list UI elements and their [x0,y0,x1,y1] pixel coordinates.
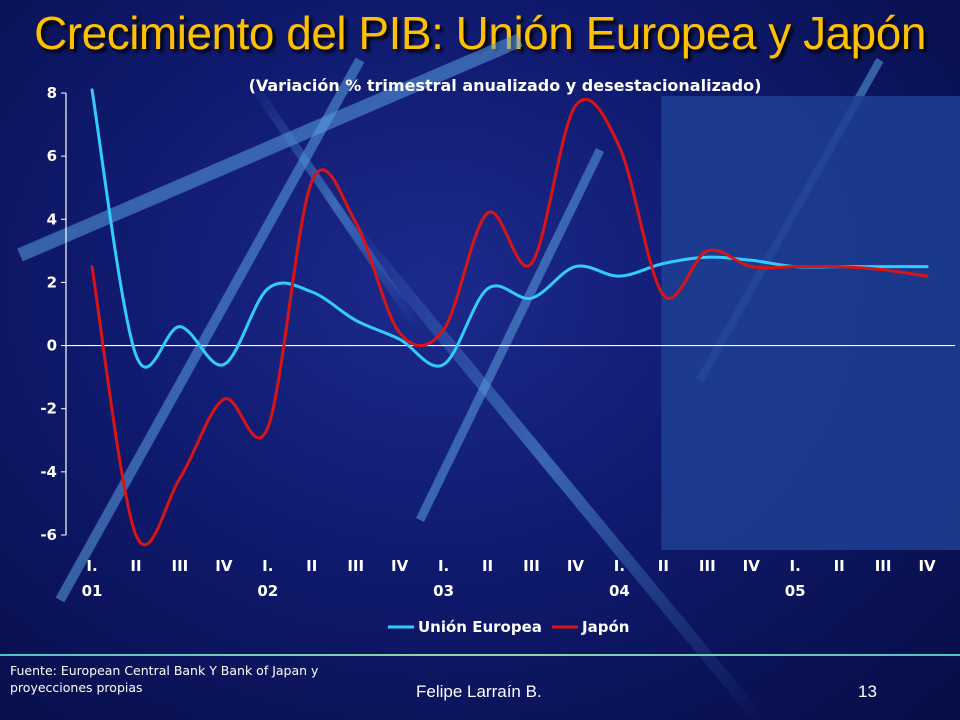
y-tick-label: 2 [47,273,57,291]
x-tick-label: IV [743,557,761,575]
x-tick-label: III [347,557,364,575]
x-tick-label: IV [918,557,936,575]
x-year-label: 02 [257,582,278,600]
x-tick-label: IV [567,557,585,575]
japon-line [90,97,929,547]
x-year-label: 05 [785,582,806,600]
x-year-label: 03 [433,582,454,600]
source-note: Fuente: European Central Bank Y Bank of … [10,663,319,695]
y-tick-label: 0 [47,337,57,355]
x-tick-label: II [834,557,845,575]
x-year-label: 01 [82,582,103,600]
background-light-streaks [17,33,884,720]
author-name: Felipe Larraín B. [416,682,542,701]
y-tick-label: 4 [47,210,57,228]
y-tick-label: 6 [47,147,57,165]
x-tick-label: I. [790,557,801,575]
x-tick-label: III [875,557,892,575]
footer-divider [0,654,960,656]
x-tick-label: IV [215,557,233,575]
x-tick-label: III [523,557,540,575]
x-tick-label: I. [614,557,625,575]
y-tick-label: -6 [40,526,57,544]
chart-legend: Unión Europea Japón [388,618,629,636]
x-tick-label: I. [262,557,273,575]
legend-union-europea: Unión Europea [388,618,542,636]
legend-label: Unión Europea [418,618,542,636]
union-europea-line [90,88,929,369]
x-tick-label: II [306,557,317,575]
x-tick-label: III [699,557,716,575]
series-lines [90,88,929,547]
y-tick-label: -4 [40,463,57,481]
x-tick-label: I. [86,557,97,575]
projection-shaded-area [661,96,960,550]
x-tick-label: IV [391,557,409,575]
x-tick-label: II [130,557,141,575]
x-tick-label: II [658,557,669,575]
x-tick-label: II [482,557,493,575]
x-year-label: 04 [609,582,630,600]
x-tick-label: III [172,557,189,575]
page-number: 13 [858,682,877,701]
chart-subtitle: (Variación % trimestral anualizado y des… [249,76,762,95]
legend-label: Japón [581,618,629,636]
y-tick-label: 8 [47,84,57,102]
legend-japon: Japón [552,618,629,636]
y-axis: 8 6 4 2 0 -2 -4 -6 [40,84,67,544]
y-tick-label: -2 [40,400,57,418]
x-tick-label: I. [438,557,449,575]
